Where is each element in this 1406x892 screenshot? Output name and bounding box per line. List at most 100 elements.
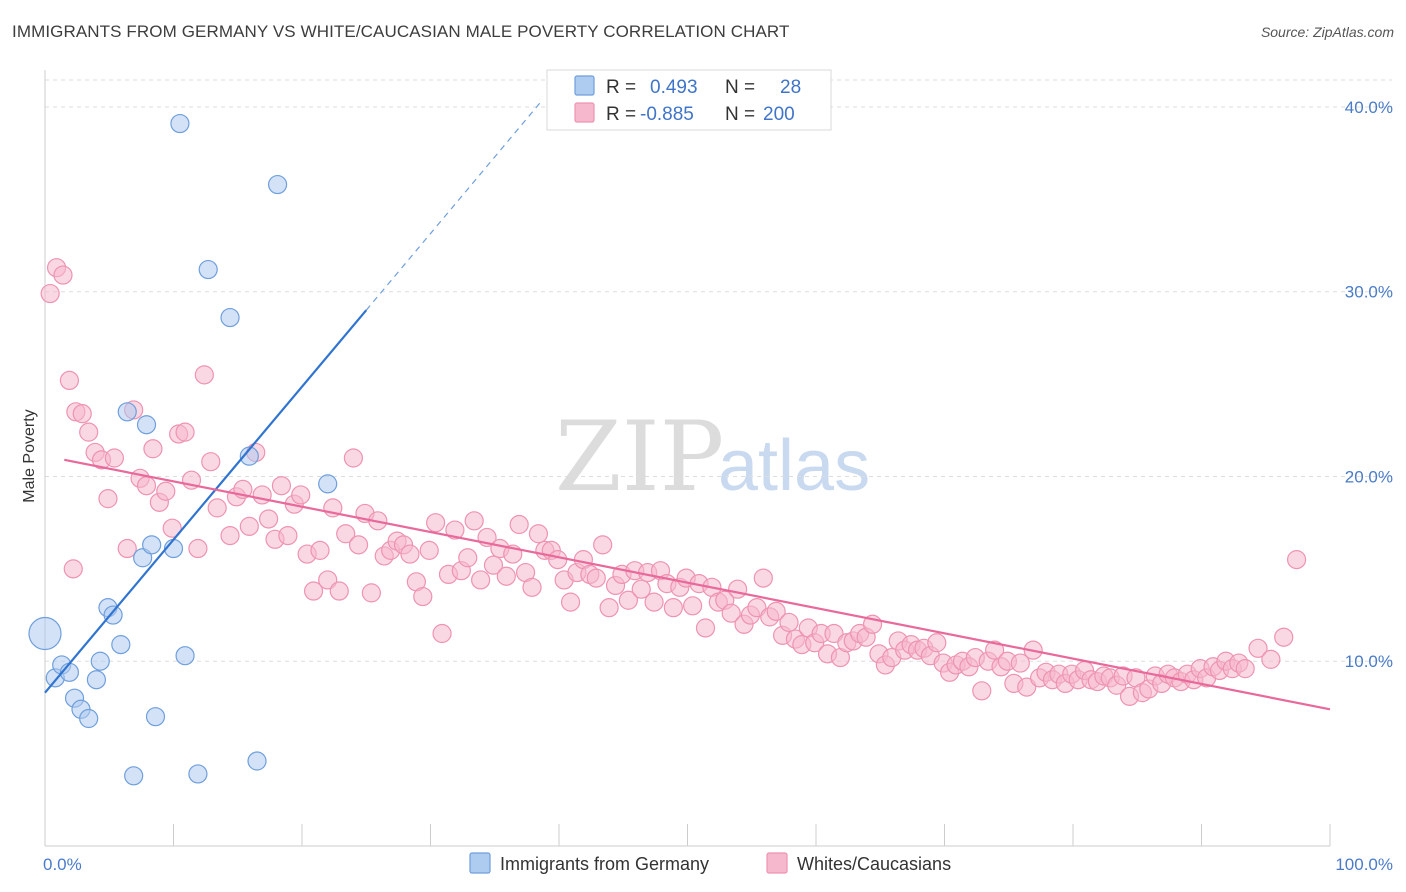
immigrants-from-germany-point <box>142 535 162 555</box>
whites-caucasians-point <box>522 577 542 597</box>
grid-lines <box>45 79 1392 662</box>
immigrants-from-germany-point <box>79 708 99 729</box>
whites-caucasians-point <box>348 535 369 555</box>
x-tick-label-0: 0.0% <box>43 855 82 874</box>
immigrants-from-germany-point <box>111 635 131 655</box>
whites-caucasians-point <box>117 538 137 559</box>
immigrants-from-germany-point <box>267 174 288 195</box>
whites-caucasians-point <box>471 570 491 590</box>
whites-caucasians-point <box>336 524 356 544</box>
watermark: ZIP atlas <box>555 401 870 513</box>
y-axis-label: Male Poverty <box>21 409 38 502</box>
immigrants-from-germany-point <box>86 670 107 690</box>
whites-caucasians-point <box>413 586 433 607</box>
whites-caucasians-point <box>278 525 298 546</box>
y-tick-label-1: 20.0% <box>1345 467 1393 486</box>
legend-r-label-pink: R = <box>606 104 636 125</box>
whites-caucasians-point <box>188 538 208 559</box>
whites-caucasians-point <box>220 525 240 546</box>
chart-title: IMMIGRANTS FROM GERMANY VS WHITE/CAUCASI… <box>12 22 790 41</box>
whites-caucasians-point <box>1274 627 1294 647</box>
whites-caucasians-point <box>1235 659 1255 679</box>
whites-caucasians-point <box>464 511 484 531</box>
whites-caucasians-point <box>239 516 259 536</box>
immigrants-from-germany-point <box>124 766 144 786</box>
whites-caucasians-point <box>972 681 992 701</box>
whites-caucasians-point <box>291 485 311 505</box>
whites-caucasians-point <box>458 548 478 568</box>
whites-caucasians-point <box>63 559 83 579</box>
bottom-legend: Immigrants from Germany Whites/Caucasian… <box>469 852 951 874</box>
whites-caucasians-point <box>136 476 157 496</box>
trend-line-blue-extension <box>365 102 541 311</box>
whites-caucasians-point <box>766 601 786 621</box>
whites-caucasians-point <box>175 422 195 442</box>
whites-caucasians-point <box>618 590 638 610</box>
whites-caucasians-point <box>683 596 703 616</box>
whites-caucasians-point <box>98 489 118 509</box>
immigrants-from-germany-point <box>170 113 190 134</box>
immigrants-from-germany-point <box>247 751 267 771</box>
whites-caucasians-point <box>310 540 330 560</box>
whites-caucasians-point <box>426 513 446 533</box>
whites-caucasians-point <box>483 555 504 575</box>
series-immigrants-from-germany <box>28 113 338 786</box>
trend-lines <box>44 102 1331 711</box>
whites-caucasians-point <box>593 535 613 555</box>
bottom-legend-label-blue: Immigrants from Germany <box>500 854 709 874</box>
immigrants-from-germany-point <box>136 415 157 435</box>
immigrants-from-germany-point <box>188 764 208 784</box>
watermark-atlas: atlas <box>718 426 870 506</box>
whites-caucasians-point <box>162 518 182 538</box>
legend-swatch-blue <box>574 75 595 96</box>
immigrants-from-germany-point <box>318 474 338 494</box>
whites-caucasians-point <box>1248 638 1268 658</box>
whites-caucasians-point <box>824 623 844 644</box>
whites-caucasians-point <box>445 520 465 540</box>
whites-caucasians-point <box>747 598 767 618</box>
whites-caucasians-point <box>663 598 683 618</box>
immigrants-from-germany-point <box>145 707 166 727</box>
whites-caucasians-point <box>432 623 452 644</box>
whites-caucasians-point <box>509 514 529 535</box>
bottom-legend-label-pink: Whites/Caucasians <box>797 854 951 874</box>
whites-caucasians-point <box>72 404 92 424</box>
bottom-legend-swatch-pink <box>766 852 788 874</box>
immigrants-from-germany-point <box>220 307 240 328</box>
whites-caucasians-point <box>1017 677 1037 697</box>
whites-caucasians-point <box>599 598 619 618</box>
immigrants-from-germany-point <box>90 651 110 671</box>
whites-caucasians-point <box>586 568 606 588</box>
whites-caucasians-point <box>753 568 773 588</box>
whites-caucasians-point <box>419 540 439 560</box>
whites-caucasians-point <box>496 566 516 586</box>
whites-caucasians-point <box>53 265 73 285</box>
whites-caucasians-point <box>400 544 420 564</box>
immigrants-from-germany-point <box>103 605 123 625</box>
whites-caucasians-point <box>207 498 227 518</box>
x-tick-label-1: 100.0% <box>1335 855 1393 874</box>
y-tick-label-0: 10.0% <box>1345 652 1393 671</box>
whites-caucasians-point <box>318 570 338 590</box>
whites-caucasians-point <box>252 485 272 505</box>
whites-caucasians-point <box>1286 550 1307 570</box>
whites-caucasians-point <box>528 524 549 544</box>
whites-caucasians-point <box>104 448 124 468</box>
whites-caucasians-point <box>1261 649 1281 669</box>
whites-caucasians-point <box>728 579 748 599</box>
whites-caucasians-point <box>721 603 741 623</box>
immigrants-from-germany-point <box>28 616 62 651</box>
axes <box>44 70 1331 847</box>
whites-caucasians-point <box>644 592 664 612</box>
tick-labels: 10.0% 20.0% 30.0% 40.0% 0.0% 100.0% <box>43 98 1393 874</box>
whites-caucasians-point <box>194 365 214 385</box>
whites-caucasians-point <box>40 283 60 304</box>
whites-caucasians-point <box>779 612 799 633</box>
legend-swatch-pink <box>574 102 595 123</box>
whites-caucasians-point <box>258 509 279 529</box>
legend-r-value-blue: 0.493 <box>650 77 698 98</box>
whites-caucasians-point <box>79 422 99 442</box>
legend-n-value-pink: 200 <box>763 104 795 125</box>
immigrants-from-germany-point <box>117 402 137 422</box>
